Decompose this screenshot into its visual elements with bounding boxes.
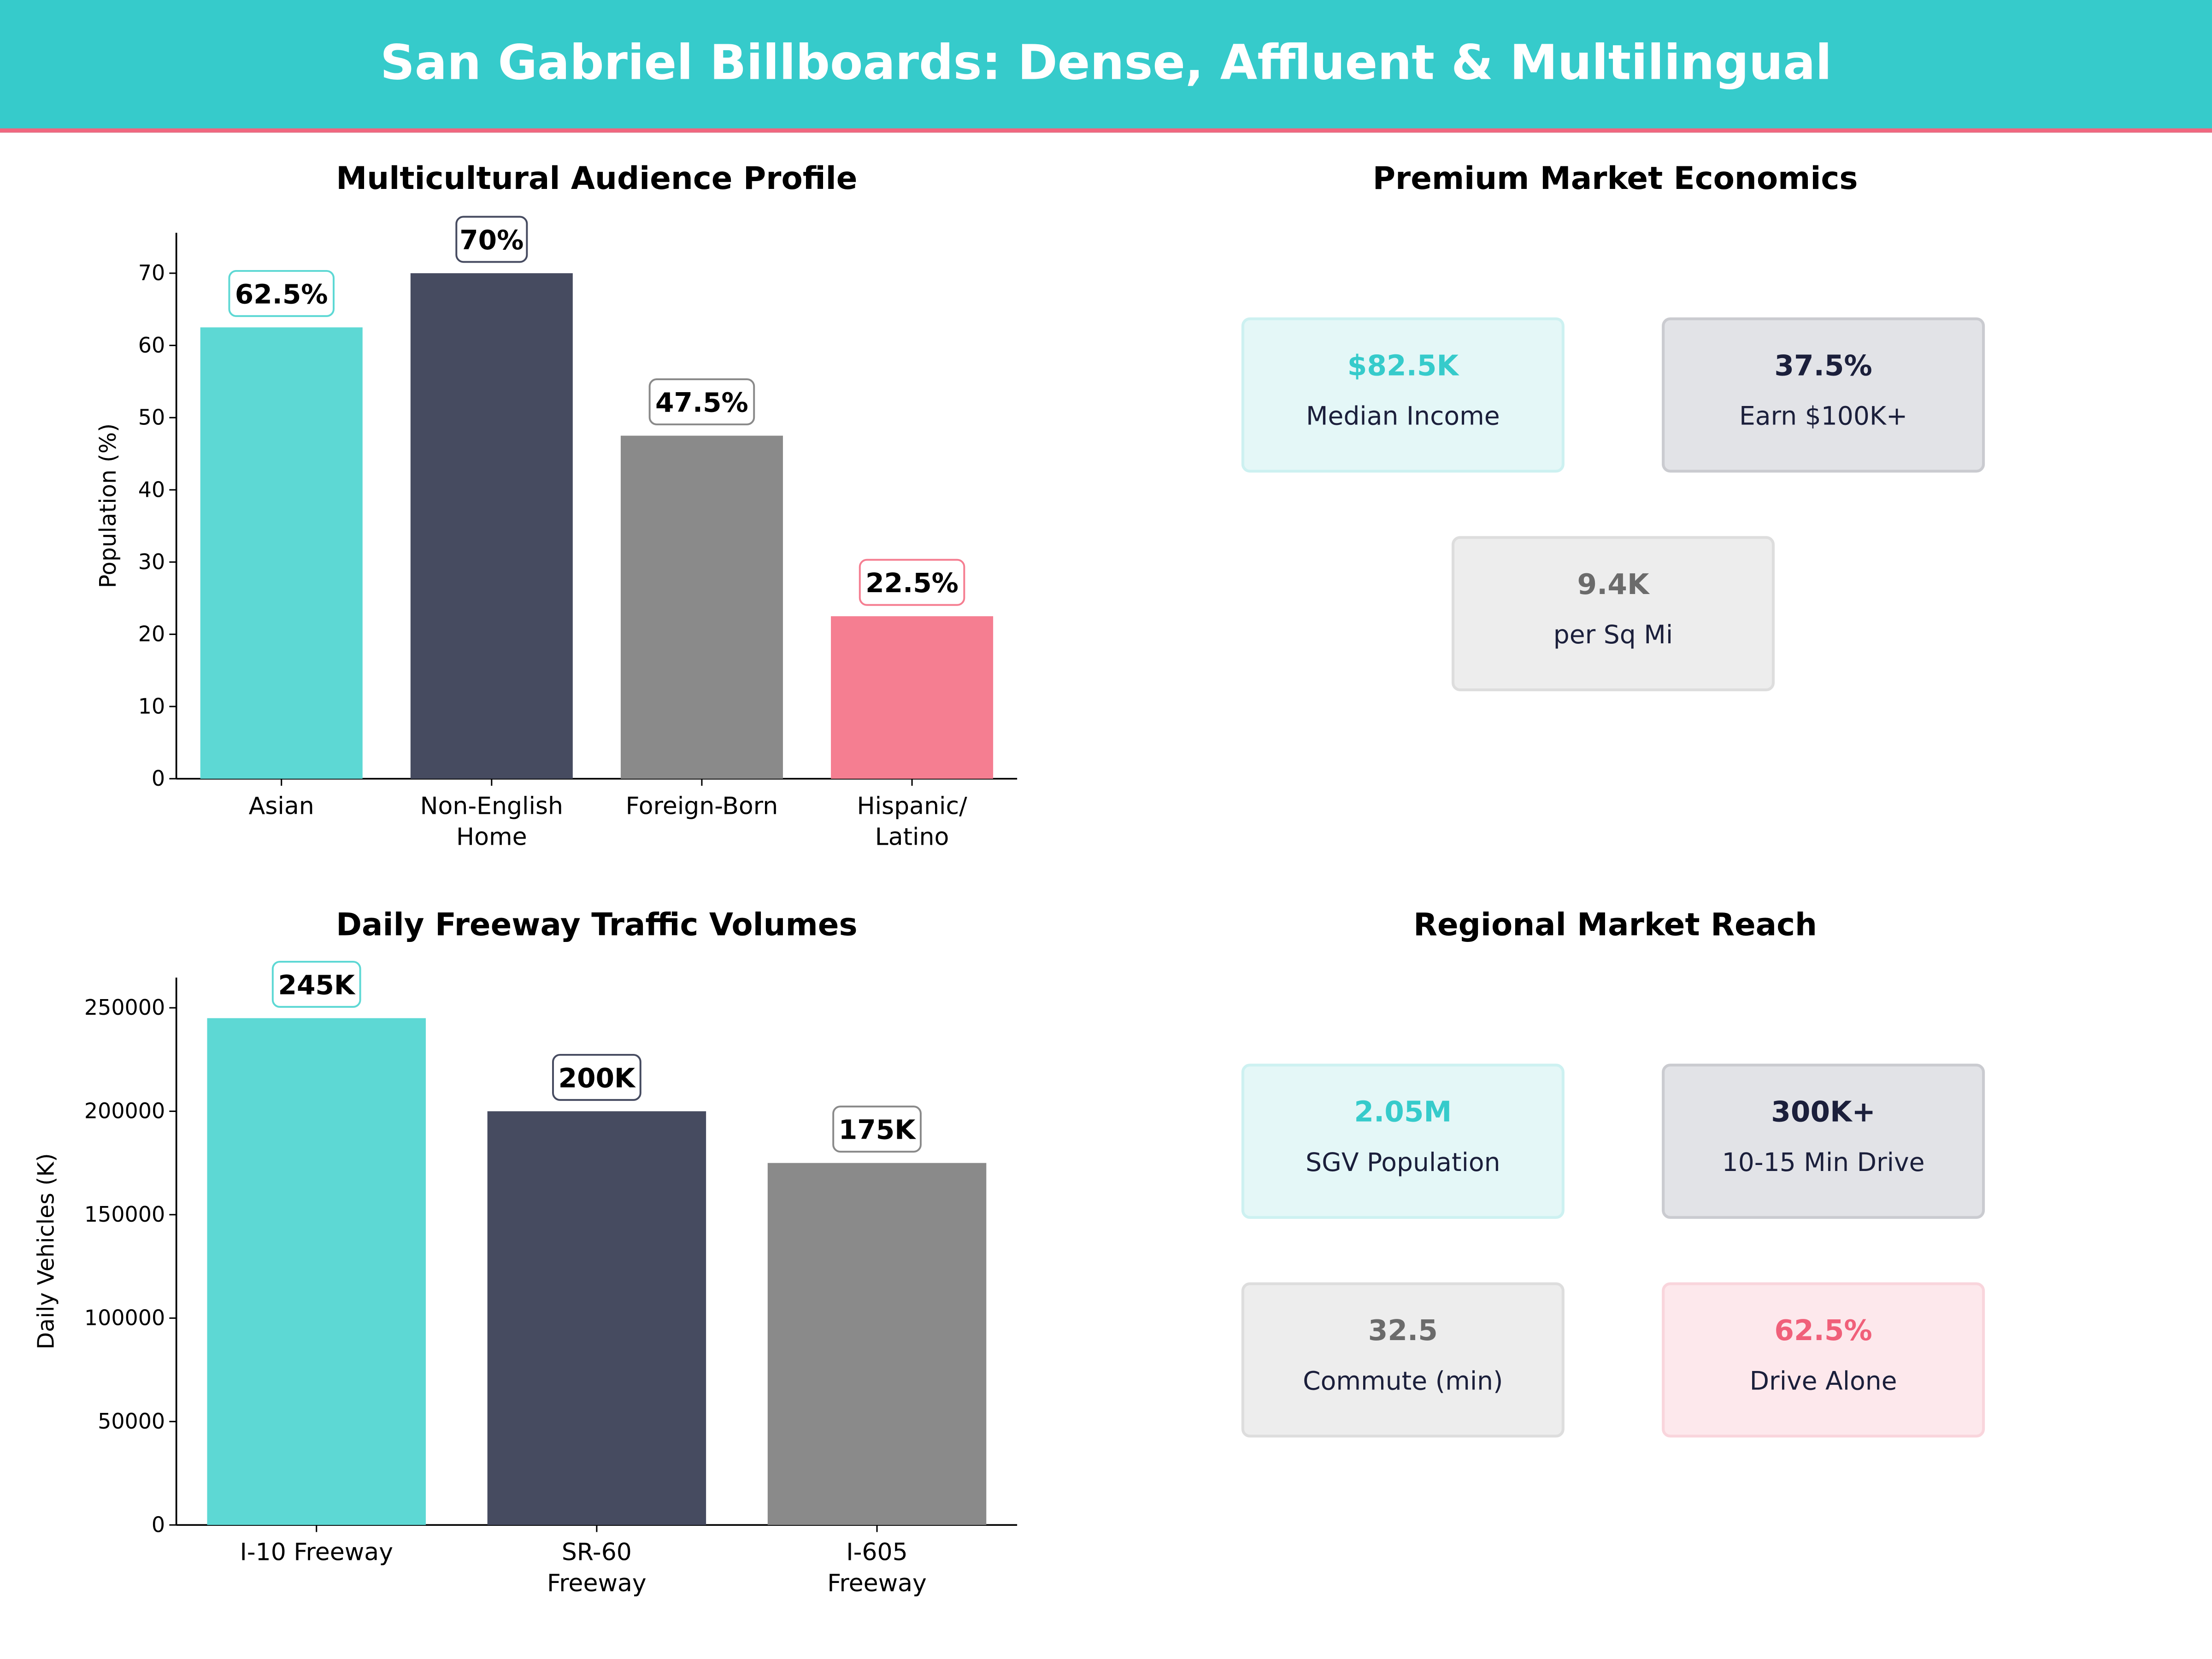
data-label: 22.5%: [865, 567, 959, 599]
panel-title-reach: Regional Market Reach: [1413, 908, 1817, 944]
card-value: 32.5: [1368, 1313, 1438, 1347]
card-value: 62.5%: [1774, 1313, 1872, 1347]
card-drive-alone: 62.5% Drive Alone: [1662, 1282, 1985, 1438]
card-median-income: $82.5K Median Income: [1241, 317, 1565, 473]
card-label: 10-15 Min Drive: [1722, 1148, 1925, 1178]
bar-1: [410, 273, 573, 779]
card-value: $82.5K: [1347, 348, 1459, 382]
x-tick-label: Asian: [249, 792, 314, 820]
data-label: 70%: [459, 224, 524, 256]
bar-0: [200, 327, 363, 779]
card-sgv-population: 2.05M SGV Population: [1241, 1064, 1565, 1219]
data-label: 175K: [839, 1114, 916, 1146]
data-label-box: [859, 559, 965, 606]
card-earn-100k: 37.5% Earn $100K+: [1662, 317, 1985, 473]
chart-title-audience: Multicultural Audience Profile: [336, 162, 858, 198]
y-tick-label: 0: [152, 766, 165, 791]
card-density: 9.4K per Sq Mi: [1451, 536, 1775, 691]
x-tick-label: Freeway: [547, 1570, 647, 1597]
y-tick-label: 70: [138, 260, 165, 285]
y-tick-label: 50: [138, 405, 165, 430]
y-tick-label: 10: [138, 694, 165, 718]
chart-title-traffic: Daily Freeway Traffic Volumes: [336, 908, 858, 944]
x-tick-label: Latino: [875, 824, 949, 851]
header-banner: San Gabriel Billboards: Dense, Affluent …: [0, 0, 2212, 133]
y-tick-label: 60: [138, 333, 165, 358]
y-tick-label: 200000: [84, 1099, 165, 1124]
x-tick-label: I-10 Freeway: [240, 1539, 393, 1566]
y-tick-label: 0: [152, 1512, 165, 1537]
y-tick-label: 250000: [84, 995, 165, 1020]
x-tick-label: Hispanic/: [857, 792, 967, 820]
x-tick-label: Home: [456, 824, 527, 851]
data-label-box: [552, 1053, 641, 1101]
y-tick-label: 30: [138, 549, 165, 574]
y-tick-label: 150000: [84, 1202, 165, 1227]
card-value: 37.5%: [1774, 348, 1872, 382]
bar-0: [207, 1018, 426, 1525]
card-drive-reach: 300K+ 10-15 Min Drive: [1662, 1064, 1985, 1219]
bar-2: [767, 1163, 987, 1525]
card-value: 9.4K: [1577, 567, 1649, 601]
card-label: per Sq Mi: [1553, 620, 1673, 651]
card-label: SGV Population: [1306, 1148, 1500, 1178]
card-value: 2.05M: [1354, 1094, 1452, 1129]
card-label: Earn $100K+: [1739, 402, 1908, 432]
y-axis-label: Population (%): [95, 424, 121, 588]
y-tick-label: 40: [138, 477, 165, 502]
data-label: 200K: [559, 1062, 636, 1094]
data-label-box: [455, 216, 528, 263]
data-label: 47.5%: [655, 387, 748, 418]
panel-title-economics: Premium Market Economics: [1372, 162, 1858, 198]
card-label: Drive Alone: [1749, 1367, 1897, 1397]
bar-1: [487, 1111, 706, 1525]
x-tick-label: Freeway: [827, 1570, 927, 1597]
data-label-box: [228, 270, 335, 317]
y-tick-label: 50000: [98, 1409, 165, 1434]
bar-3: [831, 616, 994, 779]
data-label: 245K: [278, 969, 355, 1000]
x-tick-label: Non-English: [420, 792, 563, 820]
data-label-box: [648, 378, 755, 425]
data-label-box: [832, 1106, 922, 1153]
data-label: 62.5%: [235, 278, 328, 310]
page-title: San Gabriel Billboards: Dense, Affluent …: [380, 35, 1832, 92]
data-label-box: [271, 960, 361, 1008]
card-commute: 32.5 Commute (min): [1241, 1282, 1565, 1438]
x-tick-label: Foreign-Born: [626, 792, 778, 820]
y-tick-label: 20: [138, 622, 165, 647]
y-axis-label: Daily Vehicles (K): [33, 1153, 59, 1349]
bar-2: [620, 435, 783, 779]
card-value: 300K+: [1771, 1094, 1876, 1129]
card-label: Median Income: [1306, 402, 1500, 432]
x-tick-label: I-605: [846, 1539, 907, 1566]
y-tick-label: 100000: [84, 1306, 165, 1330]
card-label: Commute (min): [1303, 1367, 1503, 1397]
x-tick-label: SR-60: [562, 1539, 632, 1566]
